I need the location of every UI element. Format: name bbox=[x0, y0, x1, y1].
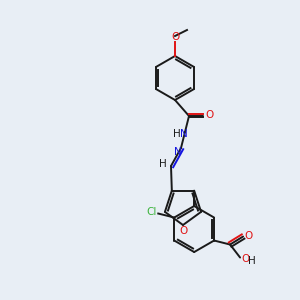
Text: O: O bbox=[179, 226, 187, 236]
Text: Cl: Cl bbox=[147, 206, 157, 217]
Text: N: N bbox=[180, 129, 188, 139]
Text: H: H bbox=[159, 159, 167, 169]
Text: O: O bbox=[171, 32, 179, 42]
Text: H: H bbox=[173, 129, 181, 139]
Text: H: H bbox=[248, 256, 256, 266]
Text: N: N bbox=[174, 147, 182, 157]
Text: O: O bbox=[205, 110, 213, 120]
Text: O: O bbox=[244, 230, 252, 241]
Text: O: O bbox=[241, 254, 249, 263]
